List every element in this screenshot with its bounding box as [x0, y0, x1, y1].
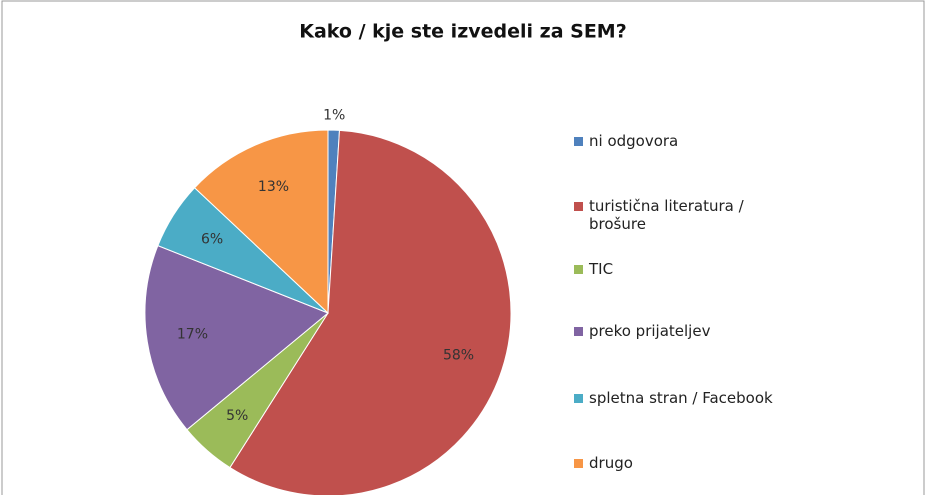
- legend-label: ni odgovora: [589, 132, 679, 150]
- data-label: 13%: [258, 179, 289, 195]
- legend-label: turistična literatura / brošure: [589, 197, 744, 233]
- legend-item: turistična literatura / brošure: [574, 197, 804, 233]
- legend-swatch: [574, 137, 583, 146]
- legend-label: TIC: [589, 260, 614, 278]
- legend-item: TIC: [574, 260, 804, 278]
- legend-swatch: [574, 394, 583, 403]
- data-label: 6%: [201, 231, 223, 247]
- legend-swatch: [574, 265, 583, 274]
- legend-swatch: [574, 202, 583, 211]
- legend-swatch: [574, 459, 583, 468]
- legend-item: drugo: [574, 454, 804, 472]
- pie-slice: [229, 129, 512, 495]
- data-label: 5%: [226, 408, 248, 424]
- legend-item: ni odgovora: [574, 132, 804, 150]
- data-label: 1%: [323, 107, 345, 123]
- legend-label: preko prijateljev: [589, 322, 711, 340]
- legend-label: drugo: [589, 454, 633, 472]
- legend-item: preko prijateljev: [574, 322, 804, 340]
- chart-title: Kako / kje ste izvedeli za SEM?: [299, 21, 627, 43]
- data-label: 58%: [443, 347, 474, 363]
- legend-item: spletna stran / Facebook: [574, 389, 804, 407]
- legend-swatch: [574, 327, 583, 336]
- pie-slice: [193, 129, 329, 315]
- legend-label: spletna stran / Facebook: [589, 389, 773, 407]
- data-label: 17%: [177, 326, 208, 342]
- pie-slice: [144, 244, 329, 431]
